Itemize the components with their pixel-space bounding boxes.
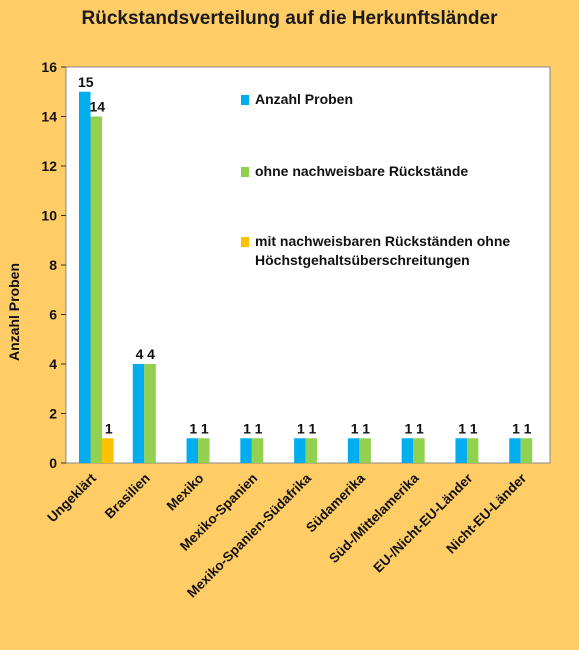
- bar: [79, 91, 91, 463]
- bar: [294, 438, 306, 463]
- bar: [509, 438, 521, 463]
- data-label: 1: [470, 420, 478, 436]
- bar: [144, 364, 156, 463]
- y-tick-label: 12: [41, 158, 57, 174]
- x-tick-label: EU-/Nicht-EU-Länder: [370, 470, 476, 576]
- legend-label: mit nachweisbaren Rückständen ohne: [255, 233, 510, 249]
- x-tick-label: Süd-/Mittelamerika: [326, 470, 422, 566]
- bar: [186, 438, 199, 463]
- data-label: 1: [308, 420, 316, 436]
- data-label: 1: [351, 420, 359, 436]
- x-tick-label: Mexiko: [164, 471, 207, 514]
- x-tick-label: Brasilien: [102, 471, 153, 522]
- data-label: 1: [201, 420, 209, 436]
- bar: [466, 438, 479, 463]
- data-label: 15: [78, 74, 94, 90]
- bar: [401, 438, 414, 463]
- data-label: 1: [362, 420, 370, 436]
- y-tick-label: 14: [41, 109, 57, 125]
- bar: [198, 438, 210, 463]
- data-label: 1: [524, 420, 532, 436]
- y-axis-label: Anzahl Proben: [6, 263, 22, 361]
- y-tick-label: 4: [49, 356, 57, 372]
- legend-label: Höchstgehaltsüberschreitungen: [255, 252, 470, 268]
- data-label: 1: [416, 420, 424, 436]
- chart-title: Rückstandsverteilung auf die Herkunftslä…: [81, 8, 498, 29]
- legend-swatch: [241, 95, 249, 105]
- bar: [455, 438, 467, 463]
- bar: [251, 438, 264, 463]
- bar: [102, 438, 114, 463]
- bar: [413, 438, 425, 463]
- data-label: 1: [405, 420, 413, 436]
- bar: [347, 438, 360, 463]
- x-tick-label: Ungeklärt: [44, 470, 99, 525]
- y-tick-label: 16: [41, 59, 57, 75]
- y-tick-label: 10: [41, 208, 57, 224]
- bar: [359, 438, 371, 463]
- data-label: 1: [458, 420, 466, 436]
- y-tick-label: 8: [49, 257, 57, 273]
- data-label: 4: [147, 346, 155, 362]
- data-label: 1: [189, 420, 197, 436]
- bar: [90, 116, 102, 463]
- data-label: 1: [512, 420, 520, 436]
- bar: [132, 364, 145, 463]
- bar: [240, 438, 252, 463]
- data-label: 1: [255, 420, 263, 436]
- data-label: 1: [105, 420, 113, 436]
- bar: [520, 438, 533, 463]
- legend-swatch: [241, 167, 249, 177]
- y-tick-label: 2: [49, 406, 57, 422]
- data-label: 14: [89, 99, 105, 115]
- legend-swatch: [241, 237, 249, 247]
- data-label: 1: [243, 420, 251, 436]
- data-label: 4: [136, 346, 144, 362]
- bar: [305, 438, 318, 463]
- y-tick-label: 0: [49, 455, 57, 471]
- legend-label: ohne nachweisbare Rückstände: [255, 163, 468, 179]
- y-tick-label: 6: [49, 307, 57, 323]
- data-label: 1: [297, 420, 305, 436]
- legend-label: Anzahl Proben: [255, 91, 353, 107]
